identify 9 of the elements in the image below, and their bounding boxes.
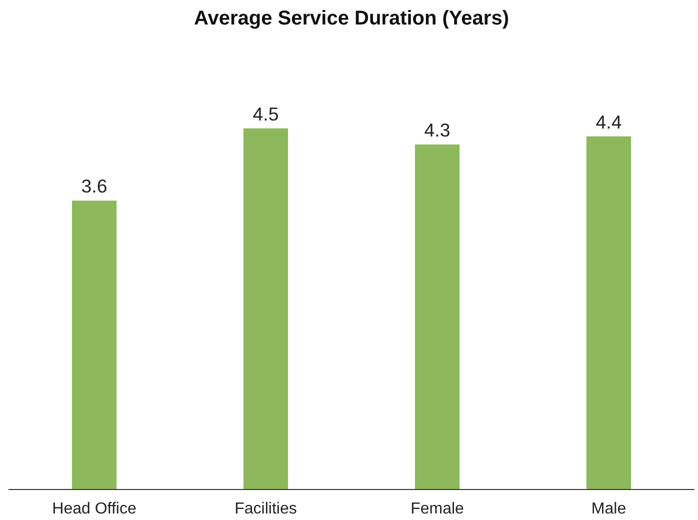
data-label: 3.6 — [81, 176, 108, 197]
data-label: 4.3 — [424, 119, 450, 140]
data-label: 4.5 — [252, 103, 279, 124]
x-tick-label: Head Office — [52, 500, 136, 518]
x-tick-label: Facilities — [234, 500, 297, 518]
x-tick-label: Male — [591, 500, 626, 518]
chart-title: Average Service Duration (Years) — [194, 8, 509, 30]
data-label: 4.4 — [596, 111, 622, 132]
x-tick-label: Female — [410, 500, 464, 518]
